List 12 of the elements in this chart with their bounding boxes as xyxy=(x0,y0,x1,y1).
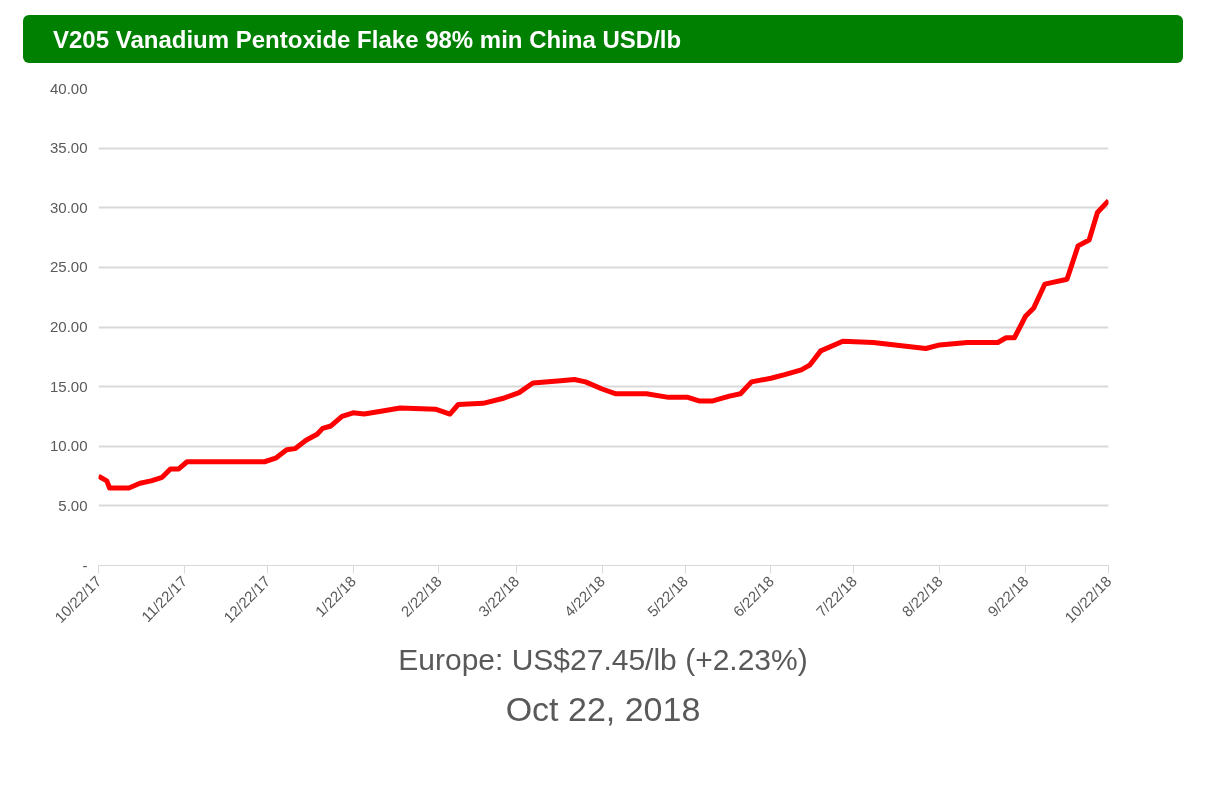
text: Oct 22, 2018 xyxy=(505,689,701,730)
chart-title: V205 Vanadium Pentoxide Flake 98% min China USD/lb xyxy=(53,25,682,55)
y-tick-label: 15.00 xyxy=(49,377,88,395)
y-tick-label: 5.00 xyxy=(58,496,88,514)
text: Europe: US$27.45/lb (+2.23%) xyxy=(398,642,808,678)
y-tick-label: 40.00 xyxy=(49,79,88,97)
y-tick-label: 35.00 xyxy=(49,139,88,157)
y-tick-label: 20.00 xyxy=(49,318,88,335)
y-tick-label: 30.00 xyxy=(49,198,88,216)
y-tick-label: - xyxy=(82,556,88,574)
y-tick-label: 10.00 xyxy=(49,437,88,455)
y-tick-label: 25.00 xyxy=(49,258,88,276)
